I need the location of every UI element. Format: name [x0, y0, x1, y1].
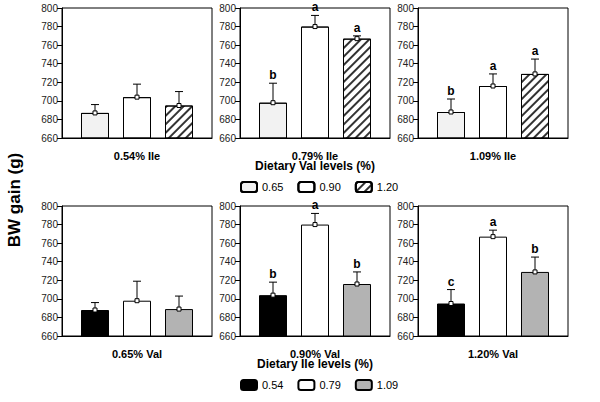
- svg-text:a: a: [490, 215, 497, 229]
- svg-text:0.90: 0.90: [319, 181, 340, 193]
- svg-text:680: 680: [41, 312, 58, 323]
- svg-text:Dietary Ile levels (%): Dietary Ile levels (%): [257, 357, 373, 371]
- svg-text:0.54% Ile: 0.54% Ile: [114, 150, 160, 162]
- svg-text:0.54: 0.54: [262, 379, 283, 391]
- svg-text:b: b: [269, 68, 276, 82]
- svg-text:800: 800: [41, 201, 58, 212]
- svg-text:1.20: 1.20: [377, 181, 398, 193]
- svg-text:780: 780: [397, 21, 414, 32]
- svg-text:b: b: [269, 267, 276, 281]
- svg-text:660: 660: [41, 331, 58, 342]
- svg-text:720: 720: [219, 275, 236, 286]
- svg-text:720: 720: [41, 275, 58, 286]
- svg-text:0.79% Ile: 0.79% Ile: [292, 150, 338, 162]
- svg-text:a: a: [312, 198, 319, 212]
- svg-text:c: c: [448, 275, 455, 289]
- svg-text:680: 680: [219, 312, 236, 323]
- svg-text:680: 680: [397, 312, 414, 323]
- svg-text:720: 720: [397, 77, 414, 88]
- svg-text:800: 800: [41, 3, 58, 14]
- svg-text:b: b: [531, 242, 538, 256]
- svg-text:760: 760: [397, 40, 414, 51]
- svg-text:760: 760: [397, 238, 414, 249]
- svg-text:780: 780: [41, 219, 58, 230]
- svg-text:a: a: [532, 44, 539, 58]
- svg-text:a: a: [490, 59, 497, 73]
- svg-text:a: a: [354, 21, 361, 35]
- svg-text:660: 660: [397, 133, 414, 144]
- svg-text:740: 740: [41, 256, 58, 267]
- svg-text:760: 760: [41, 40, 58, 51]
- svg-text:1.20% Val: 1.20% Val: [468, 348, 518, 360]
- svg-text:1.09% Ile: 1.09% Ile: [470, 150, 516, 162]
- svg-text:680: 680: [397, 114, 414, 125]
- svg-text:720: 720: [219, 77, 236, 88]
- svg-text:Dietary Val levels (%): Dietary Val levels (%): [255, 159, 375, 173]
- svg-text:700: 700: [219, 95, 236, 106]
- svg-text:800: 800: [219, 201, 236, 212]
- svg-text:760: 760: [41, 238, 58, 249]
- svg-text:660: 660: [219, 331, 236, 342]
- svg-text:740: 740: [219, 256, 236, 267]
- svg-text:BW gain (g): BW gain (g): [5, 153, 24, 247]
- svg-text:800: 800: [397, 3, 414, 14]
- svg-text:0.65: 0.65: [262, 181, 283, 193]
- svg-text:760: 760: [219, 238, 236, 249]
- svg-text:780: 780: [219, 219, 236, 230]
- svg-text:780: 780: [219, 21, 236, 32]
- svg-text:0.79: 0.79: [319, 379, 340, 391]
- svg-text:b: b: [353, 257, 360, 271]
- svg-text:b: b: [447, 84, 454, 98]
- svg-text:a: a: [312, 0, 319, 14]
- svg-text:740: 740: [41, 58, 58, 69]
- svg-text:680: 680: [41, 114, 58, 125]
- svg-text:0.65% Val: 0.65% Val: [112, 348, 162, 360]
- svg-text:800: 800: [397, 201, 414, 212]
- svg-text:700: 700: [41, 293, 58, 304]
- svg-text:780: 780: [41, 21, 58, 32]
- svg-text:700: 700: [397, 293, 414, 304]
- svg-text:800: 800: [219, 3, 236, 14]
- svg-text:780: 780: [397, 219, 414, 230]
- svg-text:720: 720: [41, 77, 58, 88]
- svg-text:760: 760: [219, 40, 236, 51]
- svg-text:660: 660: [219, 133, 236, 144]
- svg-text:740: 740: [397, 256, 414, 267]
- svg-text:1.09: 1.09: [377, 379, 398, 391]
- svg-text:700: 700: [219, 293, 236, 304]
- svg-text:660: 660: [41, 133, 58, 144]
- svg-text:0.90% Val: 0.90% Val: [290, 348, 340, 360]
- svg-text:660: 660: [397, 331, 414, 342]
- svg-text:740: 740: [219, 58, 236, 69]
- svg-text:720: 720: [397, 275, 414, 286]
- svg-text:700: 700: [41, 95, 58, 106]
- svg-text:740: 740: [397, 58, 414, 69]
- svg-text:680: 680: [219, 114, 236, 125]
- svg-text:700: 700: [397, 95, 414, 106]
